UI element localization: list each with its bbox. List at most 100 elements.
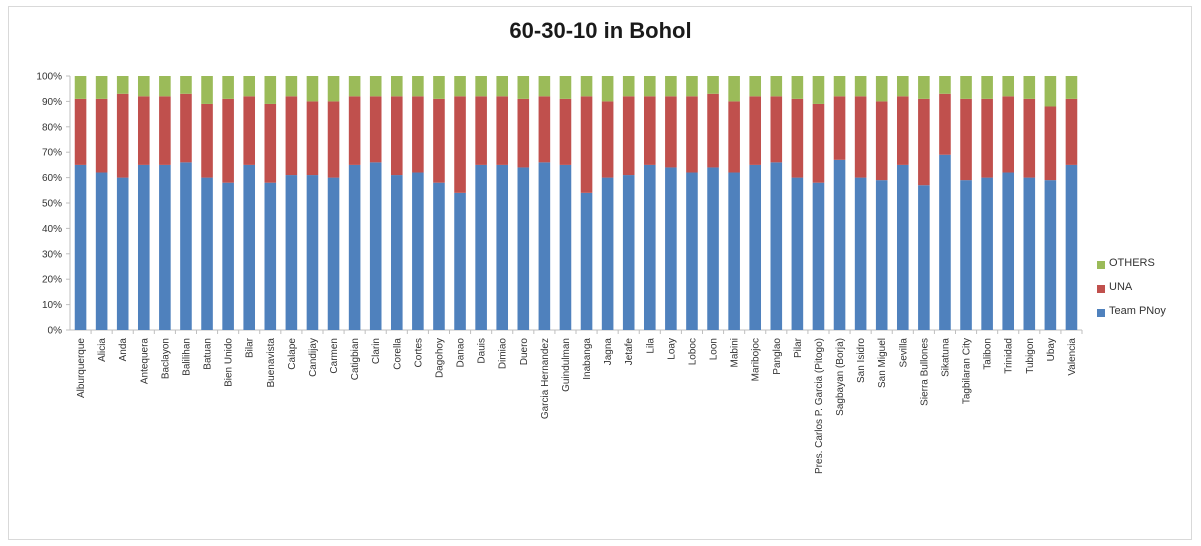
x-tick-label: Calape	[287, 338, 298, 370]
bar-segment-una	[791, 98, 804, 178]
bar-segment-una	[854, 96, 867, 178]
y-tick-label: 90%	[42, 97, 62, 108]
bar-segment-others	[327, 76, 340, 102]
y-tick-label: 60%	[42, 173, 62, 184]
bar-segment-una	[475, 96, 487, 165]
bar-segment-team-pnoy	[559, 164, 572, 330]
bar-segment-others	[665, 76, 677, 97]
x-tick-label: Panglao	[772, 338, 783, 375]
bar-segment-una	[348, 96, 361, 165]
bar-segment-team-pnoy	[854, 177, 867, 330]
x-tick-label: Valencia	[1067, 338, 1078, 376]
bar-segment-others	[559, 76, 572, 99]
bar-segment-team-pnoy	[137, 164, 150, 330]
x-tick-label: Jetafe	[624, 338, 635, 366]
y-tick-label: 0%	[48, 326, 63, 337]
bar-segment-una	[538, 96, 551, 163]
x-tick-label: Danao	[456, 338, 467, 368]
bar-segment-others	[1023, 76, 1036, 99]
bar-segment-team-pnoy	[454, 192, 466, 330]
bar-segment-others	[918, 76, 930, 99]
bar-segment-others	[896, 76, 909, 97]
bar-segment-others	[538, 76, 551, 97]
x-tick-label: Dauis	[477, 338, 488, 364]
bar-segment-team-pnoy	[538, 162, 551, 330]
bar-segment-others	[1044, 76, 1057, 107]
bar-segment-others	[180, 76, 192, 94]
x-tick-label: Anda	[118, 338, 129, 362]
legend-label-others: OTHERS	[1109, 257, 1155, 269]
bar-segment-team-pnoy	[1044, 180, 1057, 330]
bar-segment-team-pnoy	[749, 164, 762, 330]
x-tick-label: Maribojoc	[751, 338, 762, 381]
bar-segment-team-pnoy	[665, 167, 677, 330]
bar-segment-una	[116, 93, 129, 178]
x-tick-label: Batuan	[203, 338, 214, 370]
bar-segment-others	[116, 76, 129, 94]
bar-segment-others	[412, 76, 424, 97]
bar-segment-team-pnoy	[580, 192, 593, 330]
bar-segment-una	[686, 96, 698, 173]
bar-segment-others	[348, 76, 361, 97]
y-tick-label: 30%	[42, 249, 62, 260]
bar-segment-una	[433, 98, 445, 183]
bar-segment-team-pnoy	[243, 164, 256, 330]
bar-segment-team-pnoy	[95, 172, 108, 330]
bar-segment-others	[791, 76, 804, 99]
y-tick-label: 20%	[42, 275, 62, 286]
bar-segment-team-pnoy	[960, 180, 972, 330]
bar-segment-una	[622, 96, 635, 176]
bar-segment-others	[833, 76, 846, 97]
legend-item-others: OTHERS	[1097, 255, 1197, 278]
x-tick-label: Guindulman	[561, 338, 572, 392]
y-tick-label: 70%	[42, 148, 62, 159]
bar-segment-team-pnoy	[918, 185, 930, 330]
bar-segment-una	[517, 98, 530, 168]
x-tick-label: Balilihan	[181, 338, 192, 376]
bar-segment-team-pnoy	[1002, 172, 1015, 330]
bar-segment-others	[707, 76, 719, 94]
y-tick-label: 80%	[42, 122, 62, 133]
bar-segment-una	[369, 96, 382, 163]
bar-segment-team-pnoy	[433, 182, 445, 330]
legend-swatch-una	[1097, 285, 1105, 293]
bar-segment-team-pnoy	[622, 175, 635, 330]
bar-segment-others	[264, 76, 277, 104]
bar-segment-team-pnoy	[180, 162, 192, 330]
bar-segment-una	[896, 96, 909, 165]
x-tick-label: San Isidro	[856, 338, 867, 383]
bar-segment-una	[1065, 98, 1078, 165]
x-tick-label: Pres. Carlos P. Garcia (Pitogo)	[814, 338, 825, 474]
bar-segment-una	[222, 98, 234, 183]
bar-segment-team-pnoy	[264, 182, 277, 330]
bar-segment-others	[74, 76, 87, 99]
bar-segment-una	[643, 96, 656, 165]
x-tick-label: Inabanga	[582, 338, 593, 380]
legend: OTHERS UNA Team PNoy	[1097, 255, 1197, 327]
bar-segment-team-pnoy	[896, 164, 909, 330]
bar-segment-others	[454, 76, 466, 97]
x-tick-label: Alicia	[97, 338, 108, 362]
bar-segment-una	[981, 98, 993, 178]
x-tick-label: Sikatuna	[940, 338, 951, 377]
bar-segment-others	[981, 76, 993, 99]
bar-segment-others	[643, 76, 656, 97]
y-tick-label: 100%	[36, 72, 62, 83]
bar-segment-team-pnoy	[412, 172, 424, 330]
bar-segment-una	[306, 101, 319, 176]
x-tick-label: Carmen	[329, 338, 340, 374]
bar-segment-team-pnoy	[327, 177, 340, 330]
bar-segment-una	[749, 96, 762, 165]
bar-segment-una	[95, 98, 108, 173]
x-tick-label: Cortes	[413, 338, 424, 367]
bar-segment-others	[369, 76, 382, 97]
bar-segment-team-pnoy	[475, 164, 487, 330]
bar-segment-team-pnoy	[116, 177, 129, 330]
bar-segment-others	[243, 76, 256, 97]
x-tick-label: Loay	[666, 338, 677, 360]
legend-label-una: UNA	[1109, 281, 1133, 293]
bar-segment-others	[201, 76, 213, 104]
bar-segment-una	[285, 96, 298, 176]
x-tick-label: San Miguel	[877, 338, 888, 388]
bar-segment-others	[475, 76, 487, 97]
